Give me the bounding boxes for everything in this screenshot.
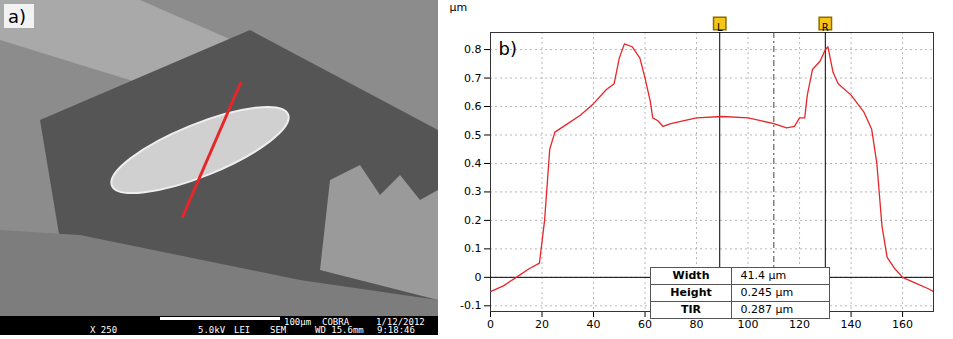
html-text:TIR: TIR — [681, 303, 702, 317]
svg-text:LEI: LEI — [234, 325, 250, 335]
svg-text:80: 80 — [690, 318, 704, 331]
html-text:Width: Width — [672, 269, 710, 283]
svg-text:20: 20 — [535, 318, 549, 331]
svg-text:0.1: 0.1 — [464, 242, 482, 255]
svg-text:a): a) — [8, 6, 26, 27]
svg-text:-0.1: -0.1 — [460, 299, 481, 312]
svg-text:SEM: SEM — [270, 325, 287, 335]
svg-text:WD 15.6mm: WD 15.6mm — [315, 325, 364, 335]
svg-text:0: 0 — [475, 271, 482, 284]
svg-text:0.7: 0.7 — [464, 72, 482, 85]
svg-text:X 250: X 250 — [90, 325, 117, 335]
svg-text:b): b) — [499, 38, 517, 59]
svg-text:µm: µm — [450, 1, 468, 14]
svg-text:160: 160 — [892, 318, 913, 331]
html-text:41.4 µm: 41.4 µm — [740, 269, 787, 283]
html-text:0.245 µm: 0.245 µm — [740, 286, 794, 300]
svg-text:100: 100 — [738, 318, 759, 331]
svg-text:0.6: 0.6 — [464, 100, 482, 113]
html-text:Height: Height — [670, 286, 712, 300]
svg-text:0.4: 0.4 — [464, 157, 482, 170]
svg-text:60: 60 — [638, 318, 652, 331]
svg-text:0.5: 0.5 — [464, 129, 482, 142]
svg-text:5.0kV: 5.0kV — [198, 325, 226, 335]
svg-text:9:18:46: 9:18:46 — [377, 325, 415, 335]
svg-text:100µm: 100µm — [284, 317, 311, 327]
html-text:0.287 µm: 0.287 µm — [740, 303, 794, 317]
svg-text:0.8: 0.8 — [464, 43, 482, 56]
svg-text:40: 40 — [587, 318, 601, 331]
svg-text:L: L — [717, 22, 723, 33]
svg-text:1/12/2012: 1/12/2012 — [376, 317, 425, 327]
svg-text:120: 120 — [789, 318, 810, 331]
svg-text:0: 0 — [487, 318, 494, 331]
svg-text:0.3: 0.3 — [464, 185, 482, 198]
svg-text:0.2: 0.2 — [464, 214, 482, 227]
svg-text:140: 140 — [841, 318, 862, 331]
svg-text:COBRA: COBRA — [322, 317, 350, 327]
svg-text:R: R — [822, 22, 829, 33]
